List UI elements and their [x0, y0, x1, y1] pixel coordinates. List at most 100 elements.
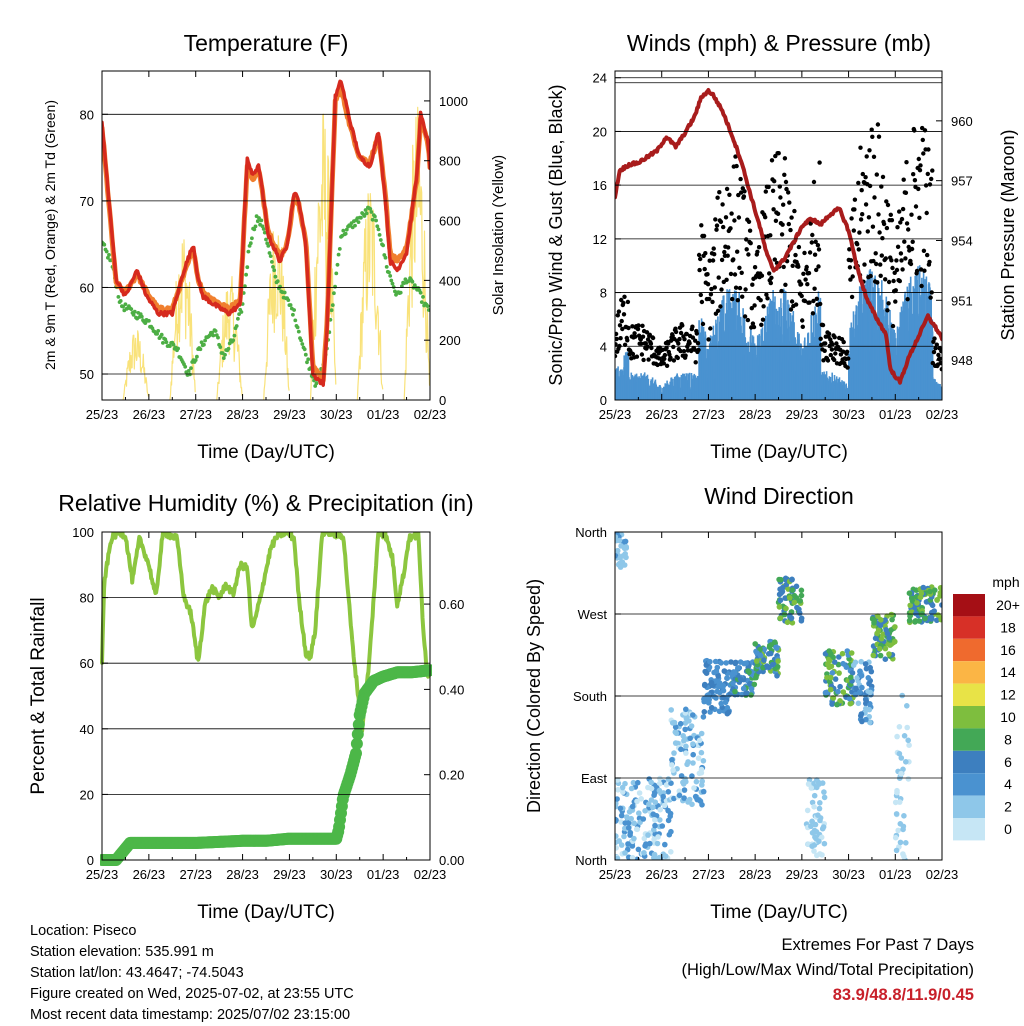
- y-tick-label: 8: [600, 286, 607, 301]
- precip-point: [350, 747, 362, 760]
- direction-point: [784, 619, 791, 626]
- gust-point: [793, 302, 799, 307]
- temperature-panel: Temperature (F) 25/23 26/23 27/23 28/23 29/2…: [42, 30, 507, 463]
- dewpoint-point: [232, 333, 237, 338]
- gust-point: [625, 299, 631, 305]
- direction-point: [708, 679, 715, 686]
- direction-point: [882, 645, 889, 652]
- gust-point: [792, 208, 797, 214]
- direction-point: [897, 839, 904, 846]
- dewpoint-point: [210, 330, 215, 335]
- gust-point: [888, 212, 893, 217]
- direction-point: [659, 823, 666, 829]
- direction-point: [753, 674, 759, 681]
- dewpoint-point: [213, 329, 218, 333]
- direction-point: [857, 689, 863, 695]
- gust-point: [893, 299, 898, 304]
- gust-point: [710, 299, 715, 305]
- gust-point: [796, 244, 802, 250]
- gust-point: [886, 301, 891, 306]
- gust-point: [723, 215, 729, 220]
- direction-point: [665, 817, 672, 824]
- gust-point: [884, 199, 889, 204]
- y2-tick-label: 951: [951, 293, 973, 308]
- direction-point: [808, 823, 814, 830]
- direction-point: [730, 680, 736, 687]
- gust-point: [883, 256, 888, 261]
- dewpoint-point: [387, 270, 391, 275]
- gust-point: [636, 323, 641, 328]
- gust-point: [620, 326, 625, 332]
- dewpoint-point: [183, 364, 188, 369]
- direction-point: [625, 841, 631, 847]
- gust-point: [640, 323, 645, 328]
- direction-point: [735, 665, 741, 671]
- dewpoint-point: [359, 215, 363, 220]
- direction-point: [635, 846, 642, 853]
- direction-point: [665, 789, 672, 795]
- gust-point: [655, 362, 660, 368]
- dewpoint-point: [252, 227, 257, 232]
- direction-point: [893, 811, 900, 817]
- direction-point: [622, 850, 628, 856]
- gust-point: [858, 217, 864, 222]
- gust-point: [782, 156, 788, 161]
- gust-point: [760, 317, 766, 322]
- insolation-line: [403, 106, 430, 400]
- precip-point: [350, 737, 363, 750]
- y2-tick-label: 1000: [439, 94, 468, 109]
- winds-title: Winds (mph) & Pressure (mb): [627, 30, 931, 56]
- dewpoint-point: [353, 223, 357, 228]
- x-tick-label: 02/23: [926, 867, 959, 882]
- winds-panel: Winds (mph) & Pressure (mb) 25/23 26/23 27…: [546, 30, 1018, 463]
- direction-point: [837, 698, 843, 704]
- direction-point: [671, 719, 678, 726]
- gust-point: [740, 294, 745, 299]
- gust-point: [856, 247, 861, 252]
- gust-point: [732, 218, 737, 223]
- humidity-panel: Relative Humidity (%) & Precipitation (i…: [28, 490, 474, 923]
- gust-point: [731, 257, 736, 262]
- winds-series: [615, 82, 942, 400]
- direction-point: [618, 819, 624, 825]
- insolation-line: [169, 239, 196, 400]
- dewpoint-point: [164, 340, 169, 345]
- direction-point: [934, 617, 940, 624]
- gust-point: [889, 218, 895, 223]
- direction-point: [618, 543, 624, 549]
- winds-ylabel-left: Sonic/Prop Wind & Gust (Blue, Black): [546, 84, 566, 385]
- y-tick-label: North: [575, 853, 607, 868]
- direction-point: [770, 661, 776, 668]
- dewpoint-point: [344, 227, 349, 232]
- direction-point: [668, 707, 674, 713]
- dewpoint-point: [168, 344, 172, 348]
- dewpoint-point: [292, 308, 296, 312]
- station-latlon: Station lat/lon: 43.4647; -74.5043: [30, 965, 244, 981]
- colorbar-label: 12: [1000, 687, 1016, 703]
- gust-point: [752, 303, 757, 308]
- direction-point: [634, 826, 641, 833]
- direction-point: [840, 689, 847, 695]
- x-tick-label: 27/23: [179, 867, 212, 882]
- gust-point: [939, 367, 942, 372]
- dewpoint-point: [202, 342, 206, 347]
- direction-point: [806, 777, 813, 783]
- gust-point: [805, 282, 810, 287]
- direction-point: [813, 829, 820, 835]
- direction-point: [672, 724, 679, 730]
- gust-point: [756, 245, 762, 250]
- gust-point: [743, 287, 748, 292]
- direction-point: [849, 670, 856, 676]
- gust-point: [898, 220, 903, 225]
- gust-point: [662, 352, 668, 358]
- gust-point: [883, 277, 888, 282]
- dewpoint-point: [203, 338, 208, 343]
- gust-point: [615, 342, 618, 347]
- direction-point: [683, 743, 689, 750]
- dewpoint-point: [236, 316, 240, 321]
- gust-point: [769, 158, 775, 163]
- x-tick-label: 30/23: [320, 407, 353, 422]
- gust-point: [860, 171, 865, 177]
- gust-point: [634, 354, 640, 359]
- dewpoint-point: [425, 304, 430, 308]
